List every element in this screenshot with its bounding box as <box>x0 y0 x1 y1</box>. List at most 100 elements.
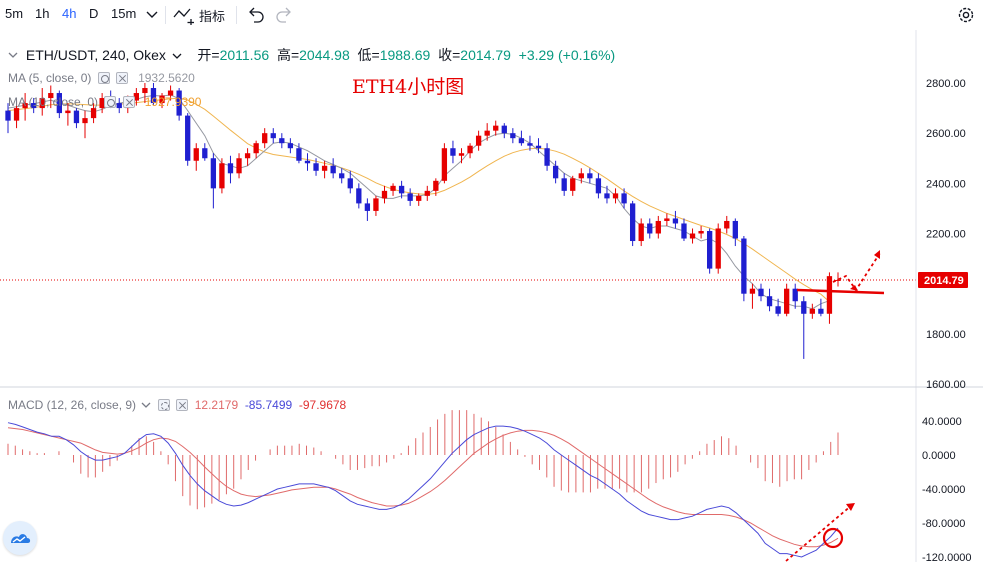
projection-arrowhead-mid <box>850 285 858 291</box>
candle-body <box>373 198 379 211</box>
collapse-icon[interactable] <box>8 51 18 61</box>
macd-signal-value: -97.9678 <box>298 398 347 412</box>
chart-canvas[interactable]: 1600.001800.002000.002200.002400.002600.… <box>0 30 983 562</box>
close-icon[interactable] <box>122 96 135 108</box>
candle-body <box>398 185 405 194</box>
candle-body <box>296 148 302 161</box>
candle-body <box>244 153 251 159</box>
macd-pane <box>7 410 839 558</box>
candle-body <box>450 148 456 156</box>
candle-body <box>176 90 182 116</box>
candle-body <box>552 165 559 179</box>
candle-body <box>193 148 199 161</box>
candle-body <box>390 185 396 191</box>
macd-tick-label: 40.0000 <box>922 416 962 428</box>
candle-body <box>347 178 353 189</box>
candle-body <box>724 220 730 229</box>
macd-arrowhead <box>846 503 855 511</box>
settings-icon[interactable] <box>157 399 170 411</box>
candle-body <box>99 98 105 109</box>
price-tick-label: 2600.00 <box>926 128 966 140</box>
close-icon[interactable] <box>176 399 189 411</box>
chevron-down-icon[interactable] <box>172 51 182 61</box>
ma10-value: 1927.9390 <box>144 95 202 109</box>
candle-body <box>433 180 439 191</box>
candle-body <box>612 193 619 199</box>
candle-body <box>570 178 576 191</box>
gear-icon[interactable] <box>954 3 976 25</box>
support-line <box>796 288 885 295</box>
candle-body <box>364 203 371 211</box>
candle-body <box>484 130 490 136</box>
candle-body <box>518 138 525 144</box>
eye-icon[interactable] <box>97 72 110 84</box>
candle-body <box>801 301 807 314</box>
candle-body <box>202 148 208 159</box>
projection-arrow-path <box>832 252 881 292</box>
price-tick-label: 1600.00 <box>926 379 966 391</box>
candle-body <box>416 195 422 201</box>
price-axis: 1600.001800.002000.002200.002400.002600.… <box>0 30 983 562</box>
tradingview-logo-icon[interactable] <box>3 521 37 555</box>
indicators-icon[interactable] <box>172 3 194 25</box>
candle-body <box>775 306 781 314</box>
close-icon[interactable] <box>116 72 129 84</box>
candle-body <box>544 148 550 166</box>
candle-body <box>672 218 679 224</box>
price-tick-label: 2800.00 <box>926 78 966 90</box>
chevron-down-icon[interactable] <box>141 400 151 410</box>
candle-body <box>279 138 285 144</box>
candle-body <box>90 108 97 119</box>
candle-body <box>210 158 217 189</box>
candle-body <box>527 143 533 146</box>
toolbar-divider <box>236 6 237 24</box>
undo-icon[interactable] <box>246 3 268 25</box>
candle-body <box>441 148 448 181</box>
interval-d[interactable]: D <box>89 6 99 21</box>
candle-body <box>784 288 790 314</box>
candle-body <box>330 165 336 174</box>
candle-body <box>13 108 20 121</box>
ma10-label[interactable]: MA (10, close, 0) <box>8 95 99 109</box>
candle-body <box>82 118 88 124</box>
chevron-down-icon[interactable] <box>145 4 167 26</box>
eye-icon[interactable] <box>104 96 117 108</box>
ma5-value: 1932.5620 <box>138 71 195 85</box>
open-value: 2011.56 <box>219 47 270 63</box>
interval-15m[interactable]: 15m <box>111 6 137 21</box>
candle-body <box>219 163 225 189</box>
candle-body <box>501 125 507 134</box>
macd-label[interactable]: MACD (12, 26, close, 9) <box>8 398 137 412</box>
low-label: 低 <box>357 47 372 63</box>
candle-body <box>270 133 276 139</box>
interval-4h[interactable]: 4h <box>62 6 77 21</box>
ma5-label[interactable]: MA (5, close, 0) <box>8 71 92 85</box>
candle-body <box>475 135 482 146</box>
user-drawings <box>785 250 885 562</box>
candle-body <box>159 95 165 104</box>
candle-body <box>715 228 721 269</box>
interval-1h[interactable]: 1h <box>35 6 50 21</box>
candle-body <box>5 110 11 121</box>
candle-body <box>826 276 833 314</box>
high-value: 2044.98 <box>299 47 350 63</box>
low-value: 1988.69 <box>379 47 431 63</box>
candle-body <box>595 178 602 194</box>
candle-body <box>818 308 824 314</box>
candle-body <box>133 93 140 101</box>
macd-tick-label: 0.0000 <box>922 450 956 462</box>
candle-body <box>792 288 798 302</box>
projection-arrowhead <box>874 250 880 259</box>
candle-body <box>604 193 610 199</box>
symbol-title[interactable]: ETH/USDT, 240, Okex <box>25 47 166 63</box>
close-label: 收 <box>438 47 453 63</box>
last-price-badge <box>918 271 968 288</box>
candle-body <box>73 110 80 124</box>
interval-5m[interactable]: 5m <box>5 6 24 21</box>
indicators-label[interactable]: 指标 <box>199 9 226 24</box>
redo-icon[interactable] <box>274 3 296 25</box>
candle-body <box>116 103 122 109</box>
macd-line <box>7 422 839 558</box>
macd-tick-label: -40.0000 <box>922 484 965 496</box>
candle-body <box>732 220 738 239</box>
